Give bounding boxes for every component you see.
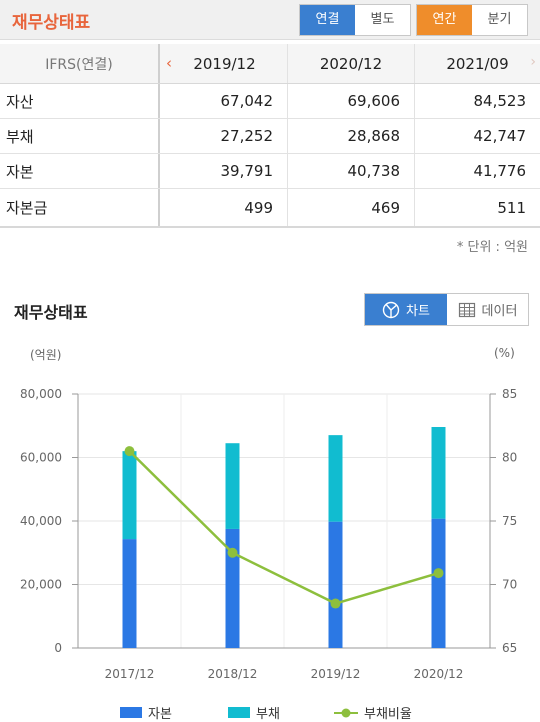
bar-liability <box>225 443 240 529</box>
bar-equity <box>431 518 446 648</box>
chart-view-label: 차트 <box>406 304 430 319</box>
table-row: 자본 39,791 40,738 41,776 <box>0 154 540 189</box>
table-row: 자산 67,042 69,606 84,523 <box>0 84 540 119</box>
table-row: 부채 27,252 28,868 42,747 <box>0 119 540 154</box>
legend-label: 부채비율 <box>364 707 412 722</box>
chart-section-title: 재무상태표 <box>14 303 88 322</box>
consolidation-toggle: 연결 별도 <box>299 4 411 36</box>
column-header: 2019/12 <box>162 44 288 83</box>
table-cell: 41,776 <box>473 162 527 180</box>
row-label: 자산 <box>0 84 160 118</box>
legend-swatch <box>120 707 142 718</box>
table-cell: 499 <box>162 189 288 226</box>
table-cell: 69,606 <box>288 84 415 118</box>
y-left-tick-label: 0 <box>54 641 62 655</box>
table-header-row: IFRS(연결) ‹ 2019/12 2020/12 2021/09 › <box>0 44 540 84</box>
table-cell: 469 <box>288 189 415 226</box>
unit-note: * 단위 : 억원 <box>456 240 528 255</box>
table-cell: 40,738 <box>288 154 415 188</box>
right-axis-unit: (%) <box>494 346 515 360</box>
x-tick-label: 2019/12 <box>311 667 361 681</box>
legend-item-debt-ratio[interactable]: 부채비율 <box>334 703 412 722</box>
quarterly-button[interactable]: 분기 <box>487 12 512 27</box>
bar-equity <box>122 539 137 648</box>
separate-button[interactable]: 별도 <box>370 12 395 27</box>
chart-legend: 자본 부채 부채비율 <box>0 703 540 722</box>
x-tick-label: 2017/12 <box>105 667 155 681</box>
table-row: 자본금 499 469 511 <box>0 189 540 228</box>
table-cell: 28,868 <box>288 119 415 153</box>
annual-button[interactable]: 연간 <box>417 5 472 35</box>
consolidated-button[interactable]: 연결 <box>300 5 355 35</box>
y-right-tick-label: 70 <box>502 578 517 592</box>
debt-ratio-line <box>128 450 439 605</box>
table-cell: 84,523 <box>473 92 527 110</box>
left-axis-unit: (억원) <box>30 348 62 362</box>
y-right-tick-label: 80 <box>502 451 517 465</box>
debt-ratio-point <box>124 446 135 457</box>
legend-item-liability[interactable]: 부채 <box>228 703 280 722</box>
row-label: 부채 <box>0 119 160 153</box>
page-title: 재무상태표 <box>12 13 91 33</box>
y-right-tick-label: 75 <box>502 514 517 528</box>
column-header: 2020/12 <box>288 44 415 83</box>
balance-sheet-chart: 0 20,000 40,000 60,000 80,000 65 70 75 80 85 2017/… <box>20 387 517 681</box>
y-left-tick-label: 60,000 <box>20 451 62 465</box>
legend-item-equity[interactable]: 자본 <box>120 703 172 722</box>
x-tick-label: 2018/12 <box>208 667 258 681</box>
view-toggle: 차트 데이터 <box>364 293 529 326</box>
y-left-tick-label: 40,000 <box>20 514 62 528</box>
header-bar: 재무상태표 연결 별도 연간 분기 <box>0 0 540 40</box>
y-left-tick-label: 20,000 <box>20 578 62 592</box>
chart-view-button[interactable]: 차트 <box>365 294 447 325</box>
legend-label: 자본 <box>148 707 172 722</box>
legend-line-marker <box>334 708 358 717</box>
chevron-right-icon[interactable]: › <box>530 54 536 70</box>
table-cell: 39,791 <box>162 154 288 188</box>
table-cell: 42,747 <box>473 127 527 145</box>
table-cell: 27,252 <box>162 119 288 153</box>
bar-liability <box>431 427 446 519</box>
table-cell: 511 <box>497 198 526 217</box>
legend-label: 부채 <box>256 707 280 722</box>
table-cell: 67,042 <box>162 84 288 118</box>
debt-ratio-point <box>433 568 444 579</box>
pie-chart-icon <box>382 301 400 318</box>
period-toggle: 연간 분기 <box>416 4 528 36</box>
debt-ratio-point <box>227 547 238 558</box>
table-grid-icon <box>458 302 475 317</box>
x-tick-label: 2020/12 <box>414 667 464 681</box>
bar-liability <box>328 435 343 522</box>
column-header: 2021/09 <box>446 54 509 73</box>
y-right-tick-label: 65 <box>502 641 517 655</box>
row-label: 자본 <box>0 154 160 188</box>
data-view-button[interactable]: 데이터 <box>447 294 528 325</box>
data-view-label: 데이터 <box>481 304 518 319</box>
y-right-tick-label: 85 <box>502 387 517 401</box>
chevron-left-icon[interactable]: ‹ <box>166 54 172 72</box>
debt-ratio-point <box>330 598 341 609</box>
bar-equity <box>328 521 343 648</box>
table-corner-label: IFRS(연결) <box>0 44 160 83</box>
bar-equity <box>225 528 240 648</box>
y-left-tick-label: 80,000 <box>20 387 62 401</box>
legend-swatch <box>228 707 250 718</box>
bar-liability <box>122 451 137 540</box>
row-label: 자본금 <box>0 189 160 226</box>
